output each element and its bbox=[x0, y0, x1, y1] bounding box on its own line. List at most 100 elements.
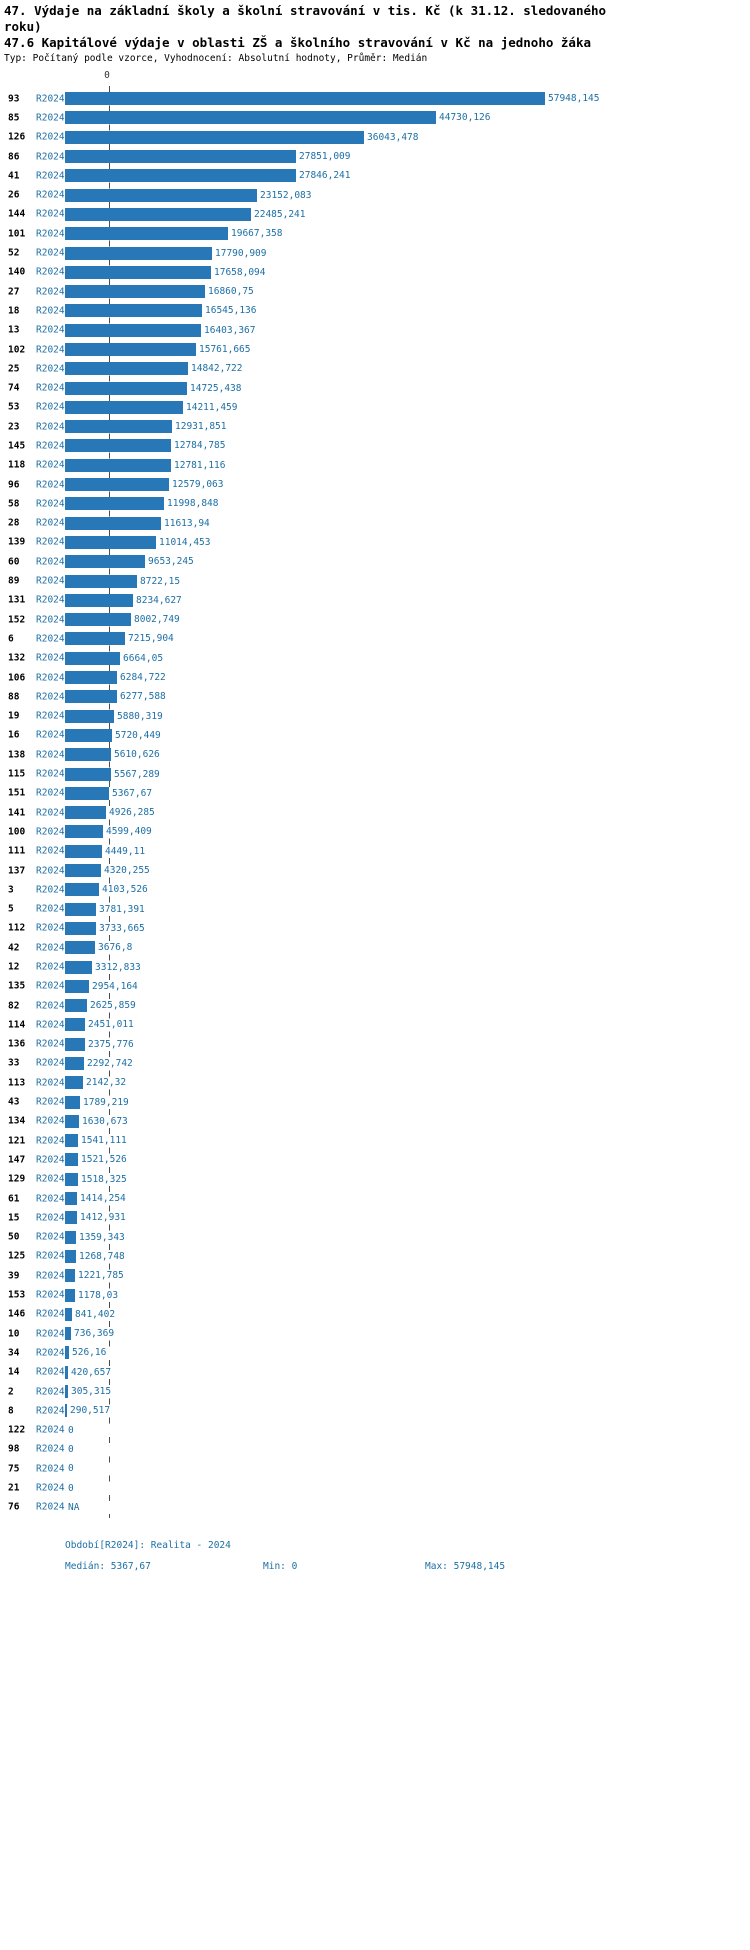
value-bar[interactable] bbox=[65, 1153, 78, 1167]
value-bar[interactable] bbox=[65, 1327, 71, 1341]
period-link[interactable]: R2024 bbox=[36, 961, 65, 973]
period-link[interactable]: R2024 bbox=[36, 1501, 65, 1513]
period-link[interactable]: R2024 bbox=[36, 633, 65, 645]
period-link[interactable]: R2024 bbox=[36, 1231, 65, 1243]
value-bar[interactable] bbox=[65, 265, 211, 279]
value-bar[interactable] bbox=[65, 1269, 75, 1283]
period-link[interactable]: R2024 bbox=[36, 556, 65, 568]
period-link[interactable]: R2024 bbox=[36, 344, 65, 355]
value-bar[interactable] bbox=[65, 458, 171, 472]
period-link[interactable]: R2024 bbox=[36, 1212, 65, 1224]
value-bar[interactable] bbox=[65, 188, 257, 202]
value-bar[interactable] bbox=[65, 478, 169, 492]
value-bar[interactable] bbox=[65, 111, 436, 125]
value-bar[interactable] bbox=[65, 362, 188, 376]
period-link[interactable]: R2024 bbox=[36, 1405, 65, 1417]
period-link[interactable]: R2024 bbox=[36, 826, 65, 838]
value-bar[interactable] bbox=[65, 555, 145, 569]
period-link[interactable]: R2024 bbox=[36, 1057, 65, 1069]
period-link[interactable]: R2024 bbox=[36, 247, 65, 259]
value-bar[interactable] bbox=[65, 1365, 68, 1379]
period-link[interactable]: R2024 bbox=[36, 614, 65, 626]
period-link[interactable]: R2024 bbox=[36, 498, 65, 510]
value-bar[interactable] bbox=[65, 1056, 84, 1070]
period-link[interactable]: R2024 bbox=[36, 980, 65, 992]
value-bar[interactable] bbox=[65, 497, 164, 511]
value-bar[interactable] bbox=[65, 960, 92, 974]
period-link[interactable]: R2024 bbox=[36, 479, 65, 491]
value-bar[interactable] bbox=[65, 941, 95, 955]
period-link[interactable]: R2024 bbox=[36, 208, 65, 220]
value-bar[interactable] bbox=[65, 1346, 69, 1360]
value-bar[interactable] bbox=[65, 1249, 76, 1263]
value-bar[interactable] bbox=[65, 150, 296, 164]
period-link[interactable]: R2024 bbox=[36, 112, 65, 124]
value-bar[interactable] bbox=[65, 1172, 78, 1186]
value-bar[interactable] bbox=[65, 844, 102, 858]
value-bar[interactable] bbox=[65, 1114, 79, 1128]
value-bar[interactable] bbox=[65, 1134, 78, 1148]
value-bar[interactable] bbox=[65, 921, 96, 935]
period-link[interactable]: R2024 bbox=[36, 286, 65, 298]
value-bar[interactable] bbox=[65, 1076, 83, 1090]
period-link[interactable]: R2024 bbox=[36, 151, 65, 163]
period-link[interactable]: R2024 bbox=[36, 1077, 65, 1089]
value-bar[interactable] bbox=[65, 92, 545, 106]
value-bar[interactable] bbox=[65, 1211, 77, 1225]
period-link[interactable]: R2024 bbox=[36, 1154, 65, 1166]
value-bar[interactable] bbox=[65, 786, 109, 800]
value-bar[interactable] bbox=[65, 1307, 72, 1321]
value-bar[interactable] bbox=[65, 535, 156, 549]
period-link[interactable]: R2024 bbox=[36, 691, 65, 703]
period-link[interactable]: R2024 bbox=[36, 1386, 65, 1398]
period-link[interactable]: R2024 bbox=[36, 1328, 65, 1340]
value-bar[interactable] bbox=[65, 593, 133, 607]
period-link[interactable]: R2024 bbox=[36, 536, 65, 548]
period-link[interactable]: R2024 bbox=[36, 1482, 65, 1494]
period-link[interactable]: R2024 bbox=[36, 865, 65, 877]
period-link[interactable]: R2024 bbox=[36, 131, 65, 143]
value-bar[interactable] bbox=[65, 1288, 75, 1302]
period-link[interactable]: R2024 bbox=[36, 170, 65, 182]
value-bar[interactable] bbox=[65, 748, 111, 762]
value-bar[interactable] bbox=[65, 1018, 85, 1032]
value-bar[interactable] bbox=[65, 613, 131, 627]
period-link[interactable]: R2024 bbox=[36, 1308, 65, 1320]
period-link[interactable]: R2024 bbox=[36, 1019, 65, 1031]
period-link[interactable]: R2024 bbox=[36, 594, 65, 606]
period-link[interactable]: R2024 bbox=[36, 1250, 65, 1262]
value-bar[interactable] bbox=[65, 1095, 80, 1109]
value-bar[interactable] bbox=[65, 343, 196, 356]
period-link[interactable]: R2024 bbox=[36, 768, 65, 780]
value-bar[interactable] bbox=[65, 728, 112, 742]
period-link[interactable]: R2024 bbox=[36, 189, 65, 201]
value-bar[interactable] bbox=[65, 806, 106, 820]
period-link[interactable]: R2024 bbox=[36, 305, 65, 317]
value-bar[interactable] bbox=[65, 671, 117, 685]
value-bar[interactable] bbox=[65, 246, 212, 260]
value-bar[interactable] bbox=[65, 207, 251, 221]
period-link[interactable]: R2024 bbox=[36, 401, 65, 413]
period-link[interactable]: R2024 bbox=[36, 903, 65, 915]
period-link[interactable]: R2024 bbox=[36, 1366, 65, 1378]
period-link[interactable]: R2024 bbox=[36, 710, 65, 722]
value-bar[interactable] bbox=[65, 979, 89, 993]
period-link[interactable]: R2024 bbox=[36, 884, 65, 896]
value-bar[interactable] bbox=[65, 883, 99, 897]
value-bar[interactable] bbox=[65, 767, 111, 781]
value-bar[interactable] bbox=[65, 825, 103, 839]
period-link[interactable]: R2024 bbox=[36, 324, 65, 336]
period-link[interactable]: R2024 bbox=[36, 672, 65, 684]
value-bar[interactable] bbox=[65, 1192, 77, 1206]
period-link[interactable]: R2024 bbox=[36, 517, 65, 529]
period-link[interactable]: R2024 bbox=[36, 363, 65, 375]
period-link[interactable]: R2024 bbox=[36, 1096, 65, 1108]
value-bar[interactable] bbox=[65, 651, 120, 665]
period-link[interactable]: R2024 bbox=[36, 228, 65, 240]
period-link[interactable]: R2024 bbox=[36, 807, 65, 819]
period-link[interactable]: R2024 bbox=[36, 1173, 65, 1185]
value-bar[interactable] bbox=[65, 285, 205, 299]
value-bar[interactable] bbox=[65, 690, 117, 704]
period-link[interactable]: R2024 bbox=[36, 749, 65, 761]
value-bar[interactable] bbox=[65, 400, 183, 414]
